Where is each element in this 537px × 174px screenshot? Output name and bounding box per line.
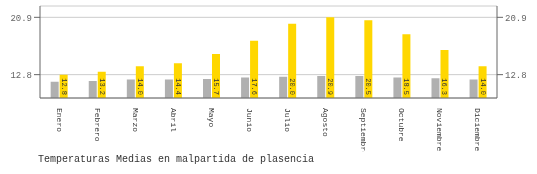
- svg-text:18.5: 18.5: [402, 78, 410, 95]
- svg-text:Octubre: Octubre: [397, 108, 406, 142]
- svg-text:20.9: 20.9: [505, 14, 527, 24]
- svg-text:14.0: 14.0: [136, 78, 144, 95]
- svg-text:Julio: Julio: [283, 108, 292, 132]
- svg-text:12.8: 12.8: [10, 71, 32, 81]
- svg-text:17.6: 17.6: [250, 78, 258, 95]
- svg-text:Marzo: Marzo: [131, 108, 140, 132]
- svg-text:Agosto: Agosto: [321, 108, 330, 137]
- svg-text:Junio: Junio: [245, 108, 254, 132]
- svg-text:14.4: 14.4: [174, 78, 182, 95]
- svg-text:12.8: 12.8: [505, 71, 527, 81]
- svg-text:Febrero: Febrero: [93, 108, 102, 142]
- svg-text:20.5: 20.5: [364, 78, 372, 95]
- svg-text:20.0: 20.0: [288, 78, 296, 95]
- svg-text:16.3: 16.3: [440, 78, 448, 95]
- svg-text:20.9: 20.9: [326, 78, 334, 95]
- svg-text:Diciembre: Diciembre: [473, 108, 482, 151]
- svg-text:14.0: 14.0: [479, 78, 487, 95]
- svg-text:Septiembre: Septiembre: [359, 108, 368, 152]
- svg-text:20.9: 20.9: [10, 14, 32, 24]
- svg-text:Mayo: Mayo: [207, 108, 216, 127]
- svg-text:13.2: 13.2: [98, 78, 106, 95]
- html-text:Temperaturas Medias en malpart: Temperaturas Medias en malpartida de pla…: [38, 154, 314, 165]
- svg-text:12.8: 12.8: [60, 78, 68, 95]
- svg-text:Enero: Enero: [55, 108, 64, 132]
- svg-text:Noviembre: Noviembre: [435, 108, 444, 151]
- svg-text:15.7: 15.7: [212, 78, 220, 95]
- svg-text:Abril: Abril: [169, 108, 178, 132]
